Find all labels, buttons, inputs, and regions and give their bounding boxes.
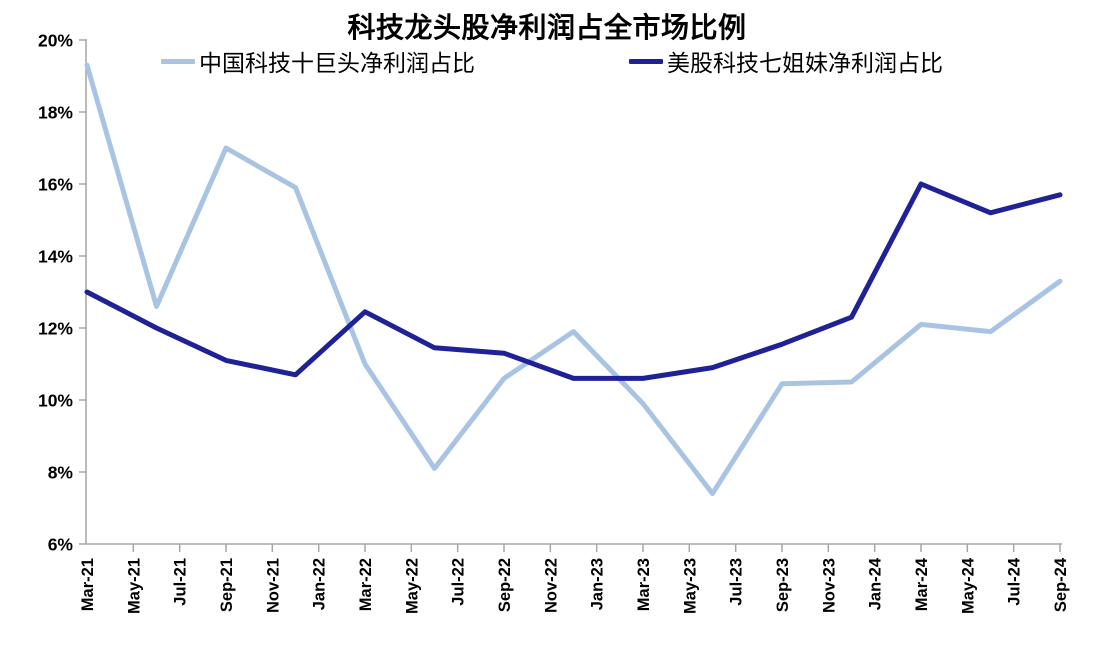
y-axis-label: 14%: [38, 247, 73, 267]
series-line-us-mag7: [84, 181, 1063, 381]
y-axis-label: 20%: [38, 31, 73, 51]
x-axis-label: Jan-24: [867, 557, 885, 610]
x-axis-label: Jul-23: [728, 558, 746, 606]
x-axis-label: Sep-24: [1052, 557, 1070, 612]
x-axis-label: Sep-22: [496, 558, 514, 612]
y-axis-label: 8%: [48, 463, 74, 483]
x-axis-label: Mar-22: [357, 558, 375, 611]
legend-label-china-tech10: 中国科技十巨头净利润占比: [199, 50, 475, 76]
y-axis-label: 6%: [48, 535, 74, 555]
y-axis-label: 18%: [38, 103, 73, 123]
legend-label-us-mag7: 美股科技七姐妹净利润占比: [667, 50, 943, 76]
x-axis-label: Mar-24: [913, 557, 931, 611]
x-axis-label: May-21: [125, 558, 143, 614]
chart-title: 科技龙头股净利润占全市场比例: [347, 12, 747, 43]
x-axis-label: Nov-21: [264, 558, 282, 613]
x-axis-label: Sep-23: [774, 558, 792, 612]
x-axis-label: Mar-21: [79, 558, 97, 611]
x-axis-label: May-24: [959, 557, 977, 614]
x-axis-label: May-22: [403, 558, 421, 614]
x-axis-label: Mar-23: [635, 558, 653, 611]
x-axis-label: May-23: [681, 558, 699, 614]
y-axis-label: 10%: [38, 391, 73, 411]
x-axis-label: Nov-22: [542, 558, 560, 613]
x-axis-label: Jan-22: [311, 558, 329, 610]
legend-item-china-tech10: 中国科技十巨头净利润占比: [161, 48, 475, 76]
x-axis-label: Jul-21: [172, 558, 190, 606]
legend-line-swatch-china-icon: [161, 58, 195, 64]
x-axis-label: Nov-23: [820, 558, 838, 613]
x-axis-label: Jul-24: [1006, 557, 1024, 606]
y-axis-label: 16%: [38, 175, 73, 195]
x-axis-label: Sep-21: [218, 558, 236, 612]
y-axis-label: 12%: [38, 319, 73, 339]
x-axis-label: Jul-22: [450, 558, 468, 606]
x-axis-label: Jan-23: [589, 558, 607, 610]
legend-line-swatch-us-icon: [629, 58, 663, 64]
series-line-china-tech10: [84, 62, 1063, 497]
legend-item-us-mag7: 美股科技七姐妹净利润占比: [629, 48, 943, 76]
